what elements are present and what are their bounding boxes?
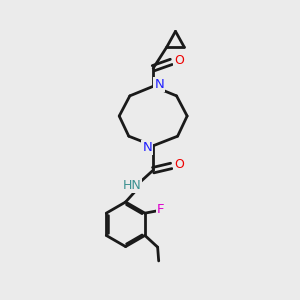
- Text: F: F: [157, 203, 165, 217]
- Text: N: N: [142, 141, 152, 154]
- Text: O: O: [174, 54, 184, 67]
- Text: HN: HN: [123, 178, 141, 191]
- Text: N: N: [154, 78, 164, 91]
- Text: O: O: [174, 158, 184, 171]
